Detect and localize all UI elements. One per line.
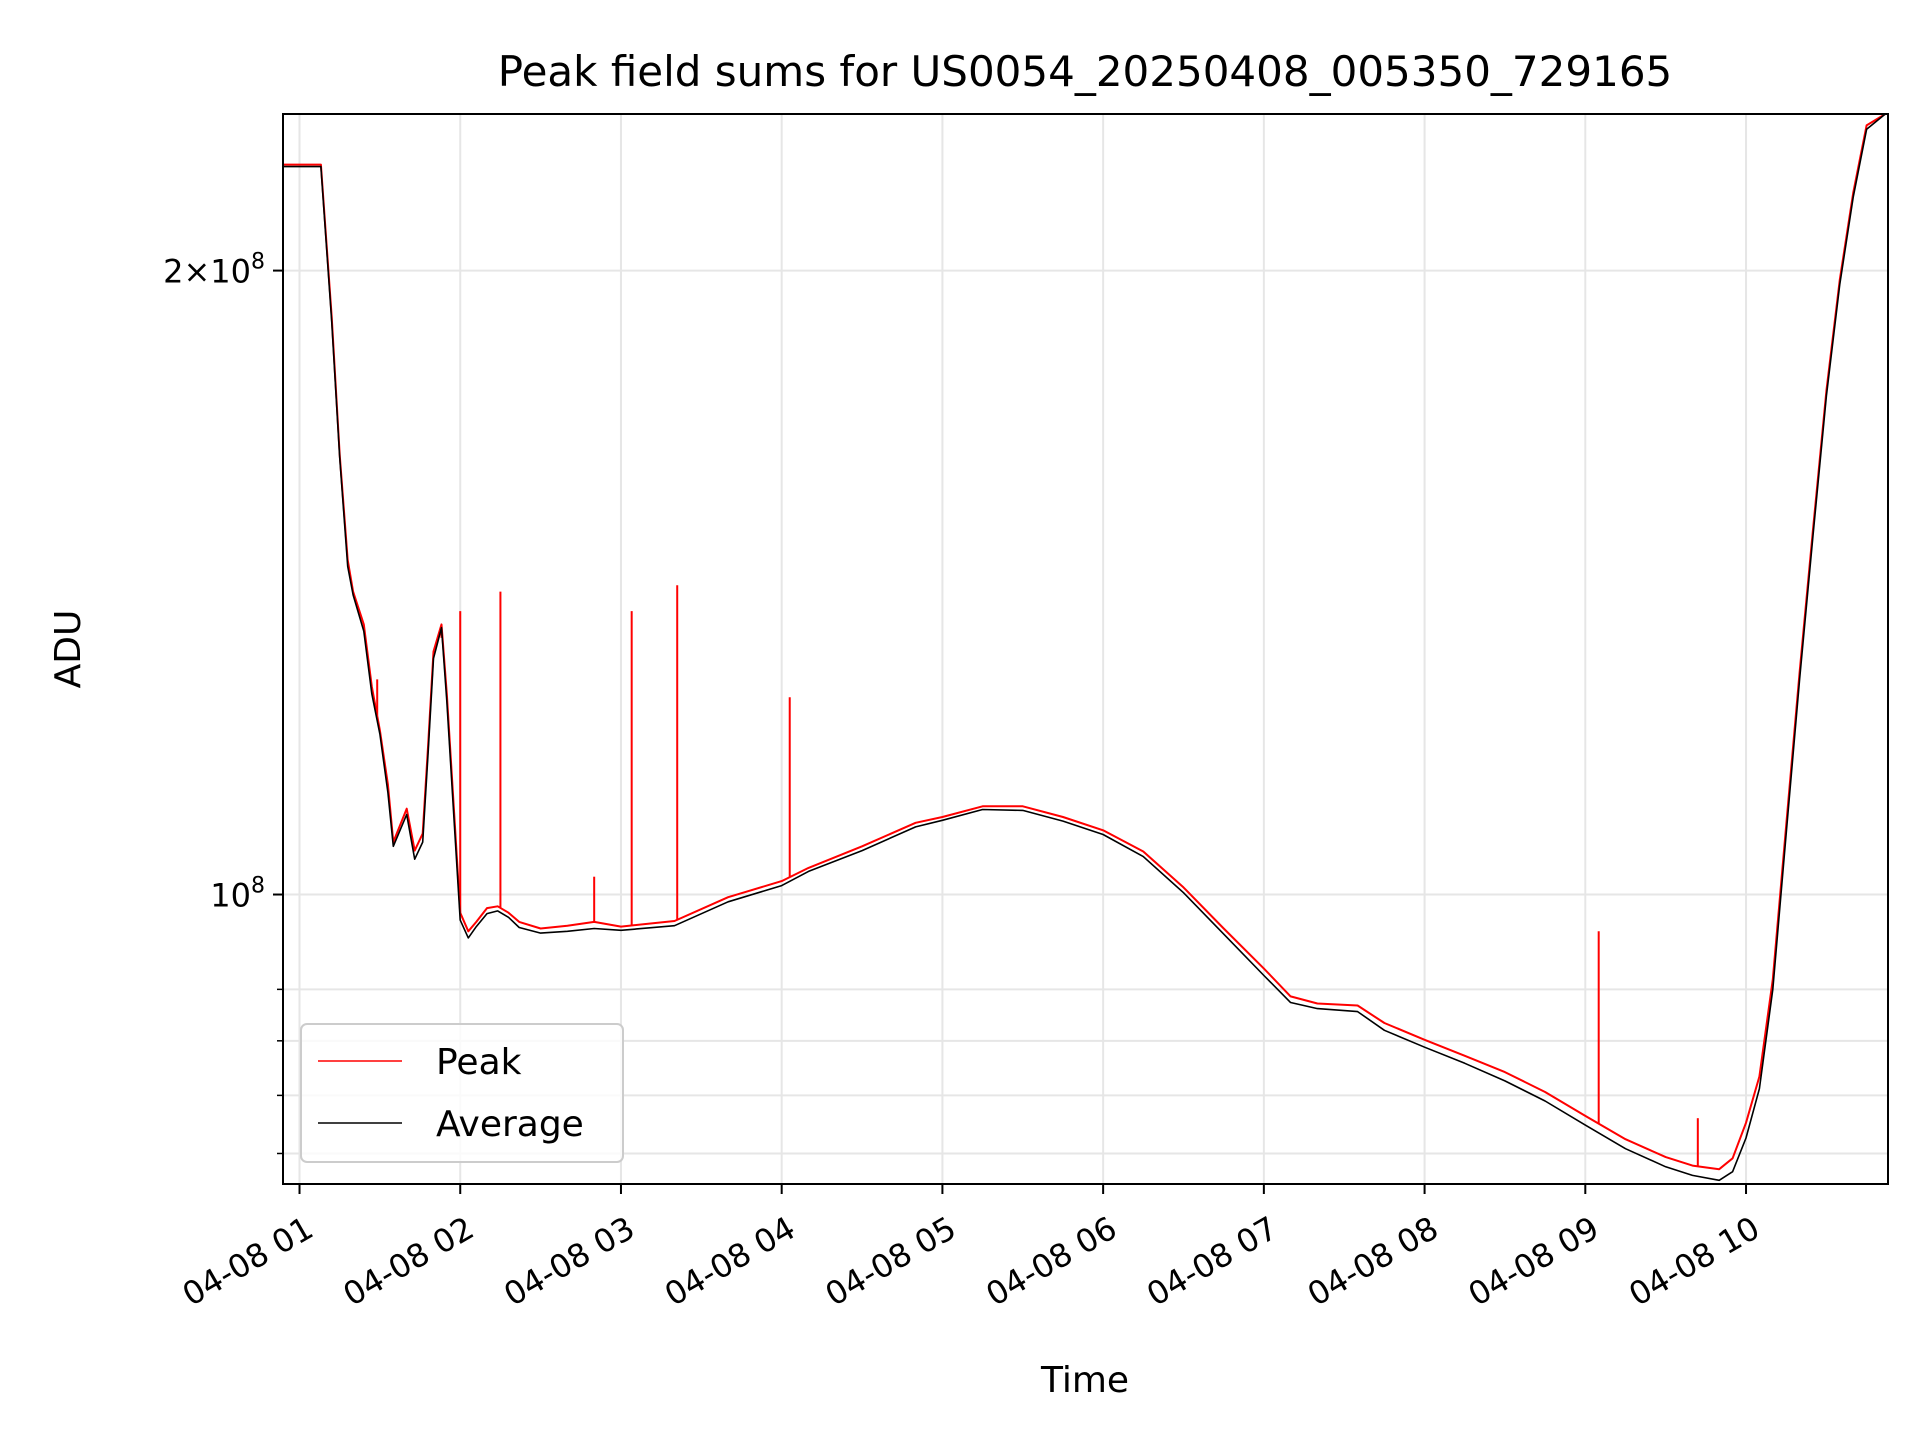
y-tick-label: 2×108	[163, 250, 265, 291]
series-line-peak	[283, 114, 1886, 1171]
chart-title: Peak field sums for US0054_20250408_0053…	[498, 47, 1673, 96]
series-layer	[283, 114, 1886, 1182]
plot-background	[283, 114, 1888, 1184]
y-axis-label: ADU	[48, 610, 89, 689]
legend-label-peak: Peak	[436, 1042, 522, 1083]
x-axis-label: Time	[1040, 1360, 1129, 1401]
series-line-average	[283, 114, 1886, 1182]
plot-frame	[282, 113, 1889, 1185]
legend-box	[300, 1023, 624, 1163]
y-axis: 108 2×108	[163, 250, 283, 1155]
legend-label-average: Average	[436, 1104, 584, 1145]
legend: Peak Average	[300, 1023, 624, 1163]
y-tick-label: 108	[210, 874, 265, 915]
